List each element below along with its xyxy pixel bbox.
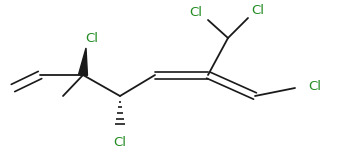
Polygon shape: [78, 48, 87, 75]
Text: Cl: Cl: [308, 79, 321, 93]
Text: Cl: Cl: [252, 4, 265, 16]
Text: Cl: Cl: [86, 32, 98, 45]
Text: Cl: Cl: [114, 136, 126, 150]
Text: Cl: Cl: [189, 6, 203, 18]
